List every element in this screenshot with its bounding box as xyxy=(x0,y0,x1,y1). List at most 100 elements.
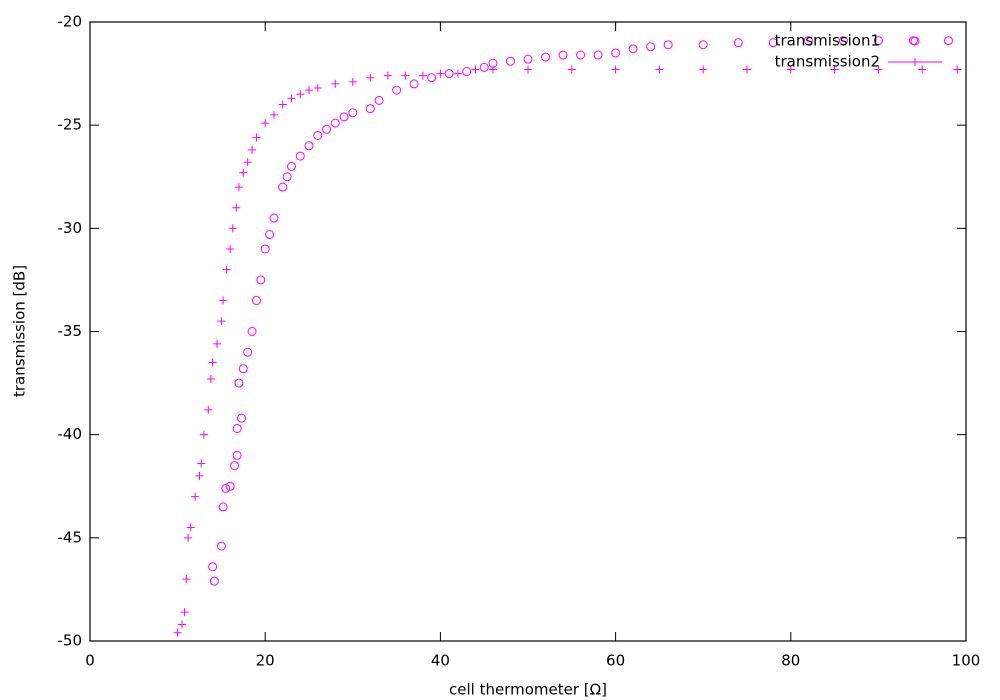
data-point xyxy=(611,48,621,58)
data-point xyxy=(296,90,305,99)
data-point xyxy=(247,327,257,336)
data-point xyxy=(436,69,445,78)
plot-frame xyxy=(89,21,967,642)
data-point xyxy=(409,79,419,89)
data-point xyxy=(252,133,261,142)
data-point xyxy=(186,523,195,532)
data-point xyxy=(401,71,410,80)
data-point xyxy=(655,65,664,74)
data-point xyxy=(462,67,472,77)
data-point xyxy=(173,628,182,637)
y-axis-label: transmission [dB] xyxy=(11,265,29,397)
data-point xyxy=(177,620,186,629)
data-point xyxy=(237,413,247,423)
data-point xyxy=(567,65,576,74)
data-point xyxy=(219,296,228,305)
data-point xyxy=(256,275,266,285)
data-point xyxy=(232,203,241,212)
data-point xyxy=(232,423,242,433)
data-point xyxy=(204,405,213,414)
data-point xyxy=(365,104,375,114)
data-point xyxy=(239,168,248,177)
data-point xyxy=(228,224,237,233)
data-point xyxy=(222,265,231,274)
data-point xyxy=(313,84,322,93)
data-point xyxy=(374,95,384,105)
data-point xyxy=(197,459,206,468)
data-point xyxy=(282,172,292,182)
data-point xyxy=(218,502,228,512)
legend-label: transmission1 xyxy=(775,32,880,50)
legend-marker xyxy=(910,36,920,46)
data-point xyxy=(208,358,217,367)
data-point xyxy=(628,44,638,54)
y-tick-label: -40 xyxy=(58,425,83,443)
y-tick-label: -25 xyxy=(58,116,83,134)
data-point xyxy=(184,533,193,542)
x-tick-label: 40 xyxy=(431,652,450,670)
data-point xyxy=(213,339,222,348)
data-point xyxy=(348,77,357,86)
data-point xyxy=(558,50,568,60)
data-point xyxy=(217,317,226,326)
data-point xyxy=(199,430,208,439)
data-point xyxy=(206,374,215,383)
data-point xyxy=(232,450,242,460)
data-point xyxy=(234,378,244,388)
data-point xyxy=(488,65,497,74)
data-point xyxy=(541,52,551,62)
data-point xyxy=(226,244,235,253)
data-point xyxy=(330,118,340,128)
data-point xyxy=(953,65,962,74)
data-point xyxy=(238,364,248,374)
data-point xyxy=(768,38,778,48)
data-point xyxy=(225,481,235,491)
data-point xyxy=(313,130,323,140)
data-point xyxy=(663,40,673,50)
x-axis-label: cell thermometer [Ω] xyxy=(449,681,607,699)
data-point xyxy=(383,71,392,80)
data-point xyxy=(191,492,200,501)
data-point xyxy=(699,65,708,74)
data-point xyxy=(216,541,226,551)
data-point xyxy=(304,141,314,151)
data-point xyxy=(803,36,813,46)
data-point xyxy=(331,79,340,88)
data-point xyxy=(943,36,953,46)
data-point xyxy=(230,461,240,471)
legend-label: transmission2 xyxy=(775,53,880,71)
y-tick-label: -50 xyxy=(58,632,83,650)
y-tick-label: -20 xyxy=(58,13,83,31)
data-point xyxy=(830,65,839,74)
data-point xyxy=(786,65,795,74)
data-point xyxy=(392,85,402,95)
data-point xyxy=(269,110,278,119)
legend-marker xyxy=(911,58,919,66)
data-point xyxy=(286,161,296,171)
data-point xyxy=(305,86,313,95)
y-tick-label: -30 xyxy=(58,219,83,237)
data-point xyxy=(505,56,515,66)
data-point xyxy=(918,65,927,74)
data-point xyxy=(278,100,287,109)
data-point xyxy=(611,65,620,74)
data-point xyxy=(209,576,219,586)
data-point xyxy=(322,124,332,134)
data-point xyxy=(243,158,252,167)
data-point xyxy=(287,94,296,103)
data-point xyxy=(295,151,305,161)
data-point xyxy=(339,112,349,122)
data-point xyxy=(261,119,270,128)
data-point xyxy=(180,608,189,617)
data-point xyxy=(733,38,743,48)
data-point xyxy=(873,36,883,46)
data-point xyxy=(471,65,480,74)
data-point xyxy=(348,108,358,118)
data-point xyxy=(269,213,279,223)
data-point xyxy=(182,575,191,584)
data-point xyxy=(260,244,270,254)
data-point xyxy=(208,562,218,572)
data-point xyxy=(418,71,427,80)
data-point xyxy=(251,296,261,306)
